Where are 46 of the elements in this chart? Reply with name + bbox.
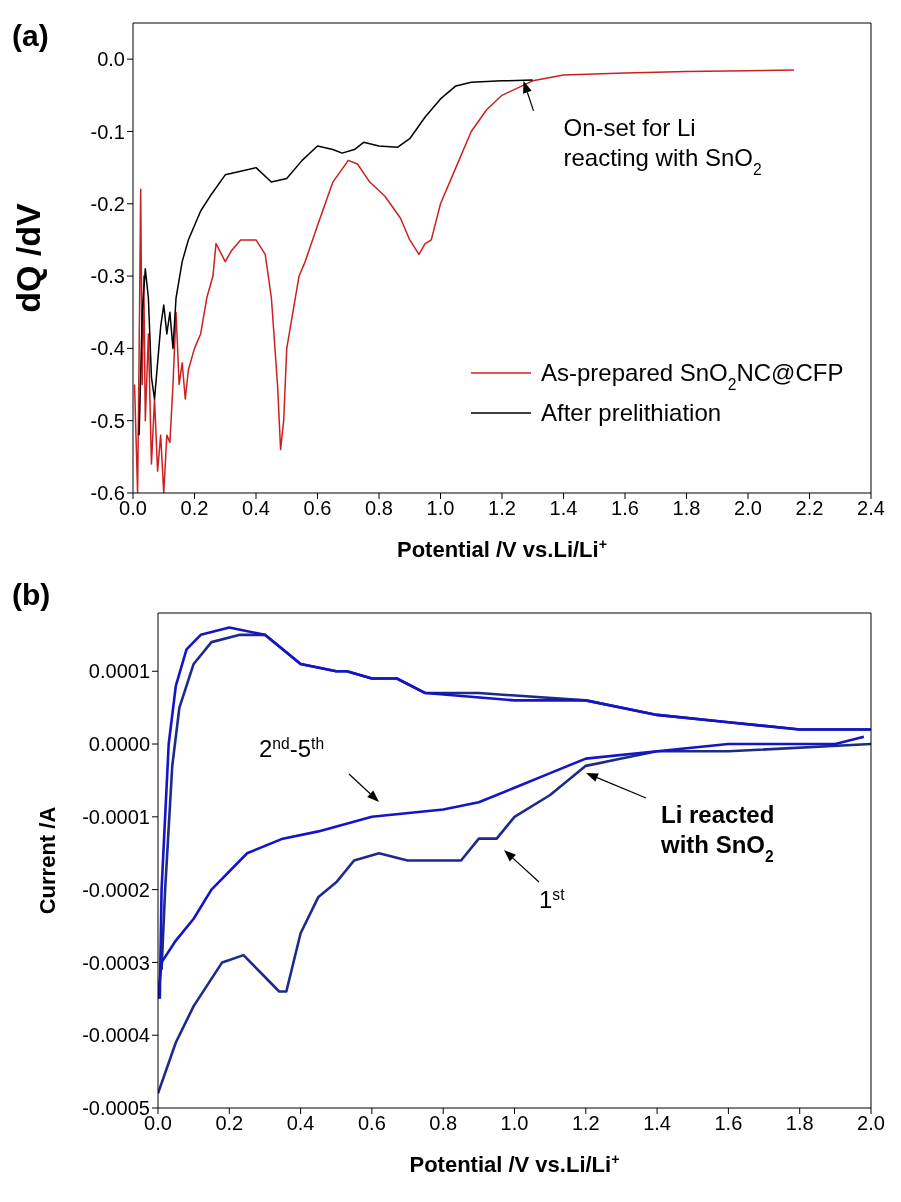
y-tick-label: -0.0001 — [82, 805, 150, 828]
y-tick-label: -0.0003 — [82, 951, 150, 974]
x-tick-label: 1.0 — [426, 497, 455, 520]
x-tick-label: 1.0 — [500, 1112, 529, 1135]
legend-label: After prelithiation — [541, 399, 722, 426]
x-tick-label: 0.4 — [242, 497, 270, 520]
y-axis-title: Current /A — [35, 806, 60, 915]
legend-label: As-prepared SnO$_{2}$NC@CFP — [541, 359, 844, 393]
y-tick-label: 0.0000 — [88, 733, 150, 756]
x-tick-label: 0.6 — [357, 1112, 386, 1135]
y-tick-label: -0.4 — [90, 337, 125, 360]
y-tick-label: -0.0002 — [82, 878, 150, 901]
x-tick-label: 2.2 — [795, 497, 824, 520]
x-tick-label: 2.0 — [857, 1112, 885, 1135]
x-tick-label: 2.4 — [857, 497, 885, 520]
y-tick-label: -0.0004 — [82, 1024, 150, 1047]
chart-title: (b) — [12, 578, 51, 611]
x-tick-label: 0.8 — [365, 497, 393, 520]
x-tick-label: 1.2 — [571, 1112, 600, 1135]
x-tick-label: 0.2 — [180, 497, 209, 520]
x-tick-label: 0.2 — [215, 1112, 244, 1135]
chart-title: (a) — [12, 19, 49, 52]
x-tick-label: 0.4 — [286, 1112, 315, 1135]
y-tick-label: -0.5 — [90, 409, 125, 432]
annotation: 2$^{nd}$-5$^{th}$ — [259, 734, 325, 762]
y-tick-label: 0.0001 — [88, 660, 150, 683]
x-tick-label: 1.8 — [785, 1112, 814, 1135]
x-tick-label: 2.0 — [734, 497, 762, 520]
x-tick-label: 1.4 — [549, 497, 578, 520]
y-tick-label: -0.2 — [90, 192, 125, 215]
y-tick-label: -0.3 — [90, 265, 125, 288]
x-tick-label: 1.4 — [643, 1112, 672, 1135]
y-tick-label: 0.0 — [97, 48, 125, 71]
x-tick-label: 1.8 — [672, 497, 701, 520]
annotation: Li reacted with SnO$_{2}$ — [660, 801, 775, 865]
x-axis-title: Potential /V vs.Li/Li$^{+}$ — [396, 536, 608, 562]
y-axis-title: dQ /dV — [9, 202, 47, 313]
x-tick-label: 1.2 — [488, 497, 516, 520]
x-tick-label: 1.6 — [714, 1112, 743, 1135]
x-tick-label: 1.6 — [611, 497, 639, 520]
x-tick-label: 0.6 — [303, 497, 332, 520]
y-tick-label: -0.1 — [90, 120, 125, 143]
x-axis-title: Potential /V vs.Li/Li$^{+}$ — [409, 1151, 620, 1177]
annotation: On-set for Li reacting with SnO$_{2}$ — [563, 113, 762, 178]
annotation: 1$^{st}$ — [539, 885, 566, 913]
x-tick-label: 0.8 — [429, 1112, 458, 1135]
